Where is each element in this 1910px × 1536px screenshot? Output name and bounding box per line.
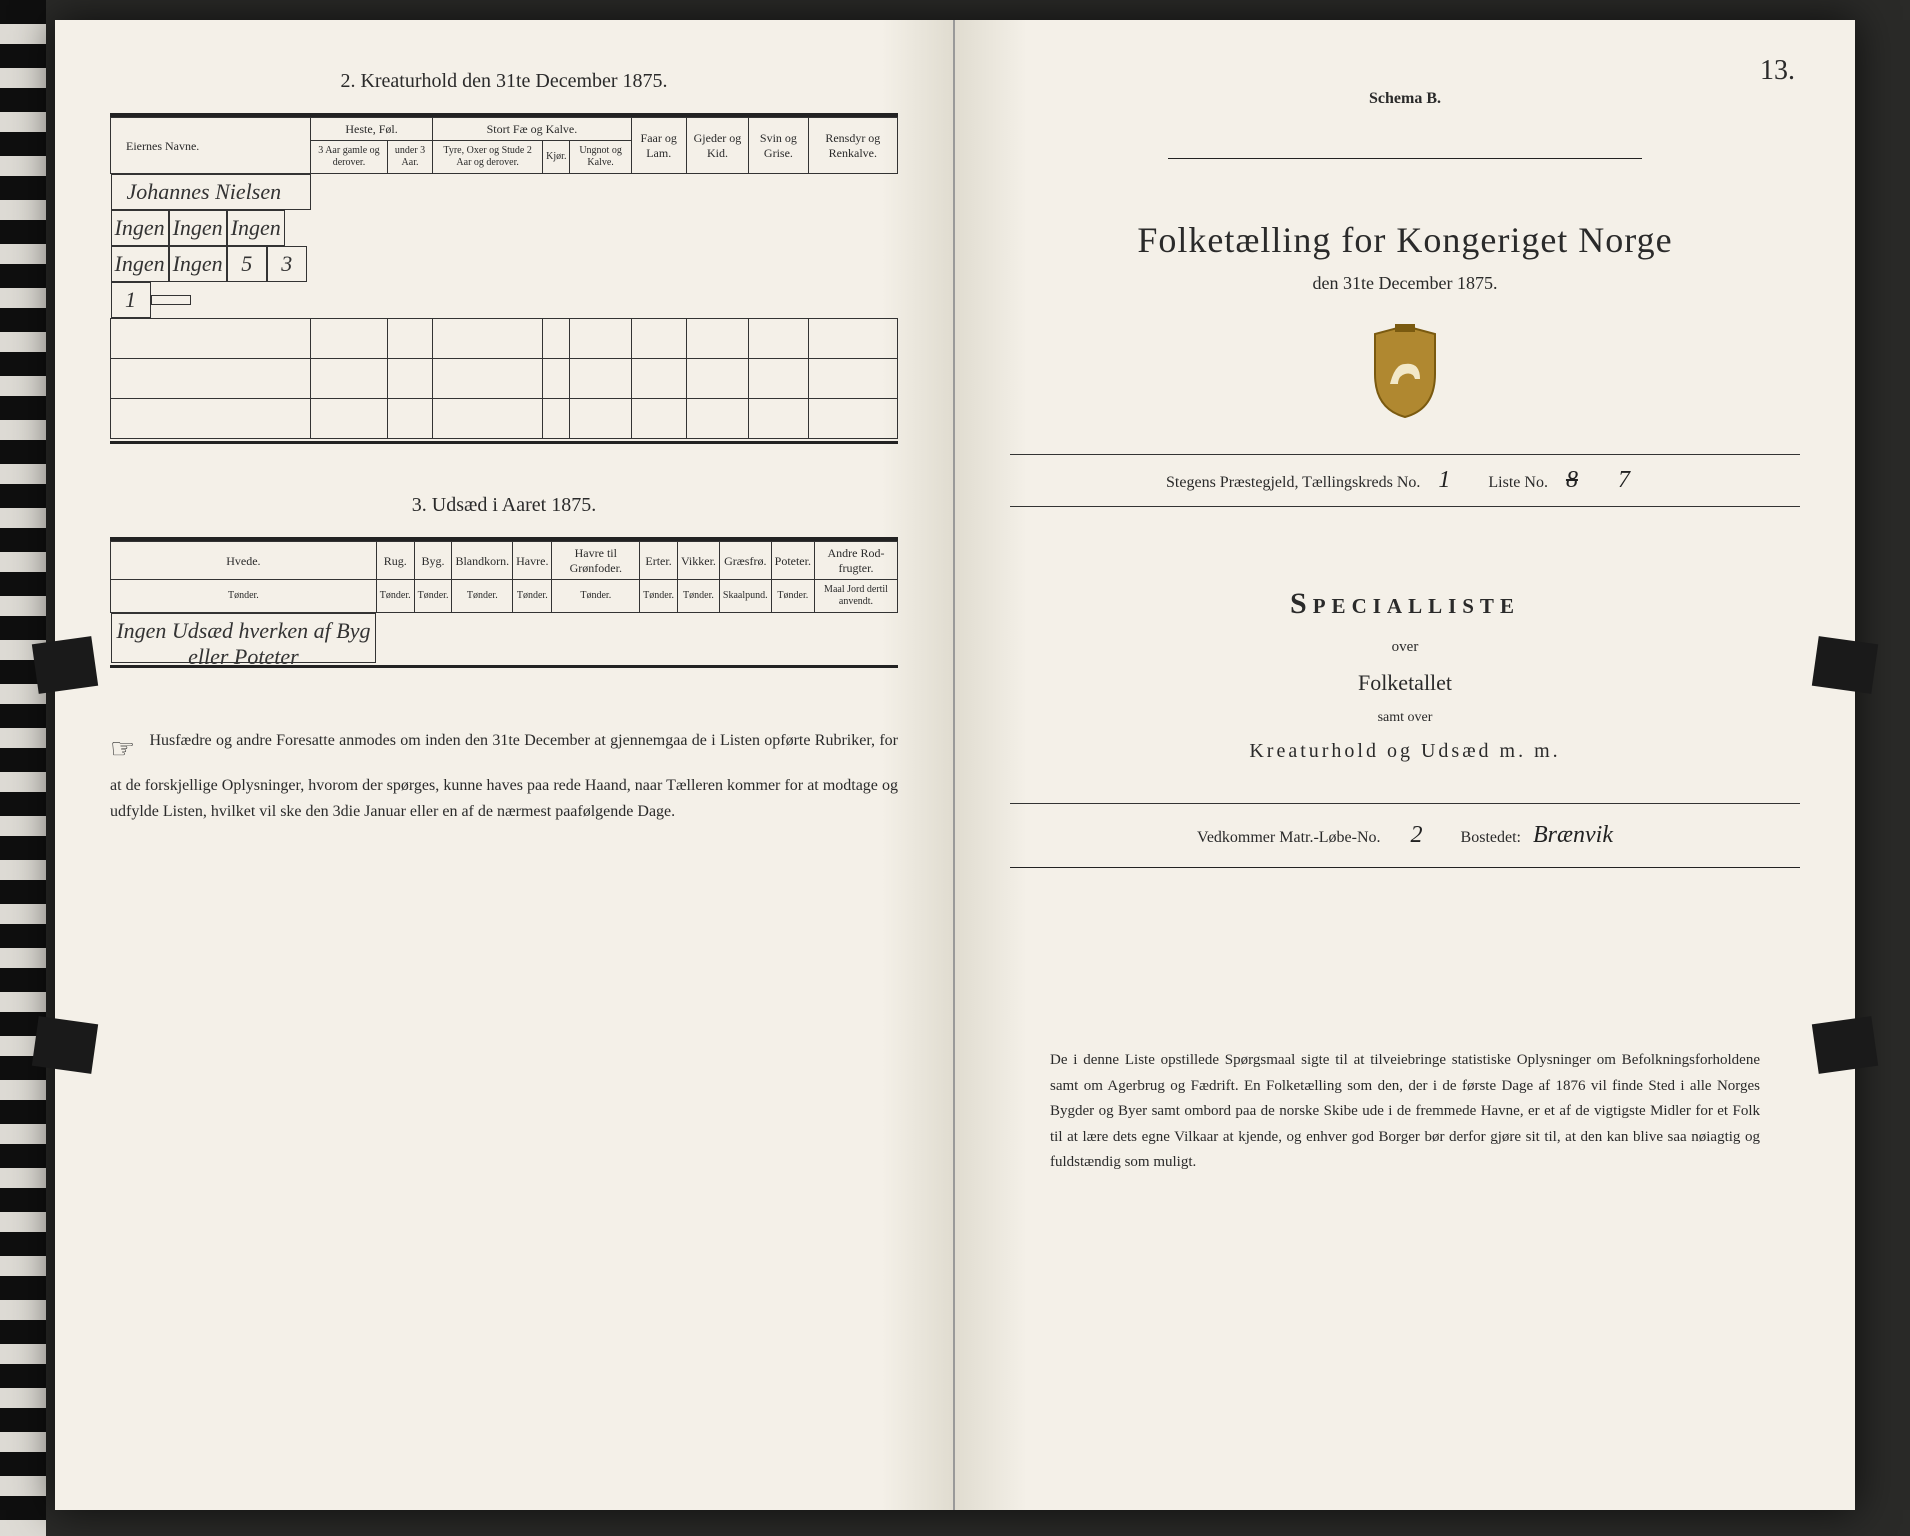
col-havre: Havre. bbox=[513, 542, 552, 580]
unit: Tønder. bbox=[677, 580, 719, 613]
rule bbox=[1168, 158, 1642, 159]
unit: Skaalpund. bbox=[719, 580, 771, 613]
table-row: Johannes Nielsen Ingen Ingen Ingen Ingen… bbox=[111, 174, 898, 319]
clip-icon bbox=[32, 636, 98, 694]
col-poteter: Poteter. bbox=[771, 542, 814, 580]
col-name: Eiernes Navne. bbox=[111, 118, 311, 174]
bosted: Brænvik bbox=[1533, 822, 1613, 849]
specialliste-heading: Specialliste bbox=[1010, 587, 1800, 621]
vedk-label1: Vedkommer Matr.-Løbe-No. bbox=[1197, 829, 1381, 846]
unit: Tønder. bbox=[771, 580, 814, 613]
samt-label: samt over bbox=[1010, 710, 1800, 726]
pointing-hand-icon: ☞ bbox=[110, 728, 135, 773]
unit: Tønder. bbox=[513, 580, 552, 613]
cell-name: Johannes Nielsen bbox=[111, 174, 311, 210]
viewer-background: 2. Kreaturhold den 31te December 1875. E… bbox=[0, 0, 1910, 1536]
col-stort-a: Tyre, Oxer og Stude 2 Aar og derover. bbox=[433, 141, 543, 174]
clip-icon bbox=[1812, 636, 1878, 694]
col-stort: Stort Fæ og Kalve. bbox=[433, 118, 632, 141]
vedk-label2: Bostedet: bbox=[1461, 829, 1521, 846]
film-edge bbox=[0, 0, 46, 1536]
col-svin: Svin og Grise. bbox=[749, 118, 808, 174]
folketallet-label: Folketallet bbox=[1010, 670, 1800, 696]
col-andre: Andre Rod-frugter. bbox=[814, 542, 897, 580]
col-gjeder: Gjeder og Kid. bbox=[686, 118, 749, 174]
col-stort-c: Ungnot og Kalve. bbox=[570, 141, 631, 174]
unit: Tønder. bbox=[376, 580, 414, 613]
notice-text: Husfædre og andre Foresatte anmodes om i… bbox=[110, 732, 898, 819]
cell: 5 bbox=[227, 246, 267, 282]
table-row-empty bbox=[111, 359, 898, 399]
col-heste-b: under 3 Aar. bbox=[387, 141, 432, 174]
udsaed-table: Hvede. Rug. Byg. Blandkorn. Havre. Havre… bbox=[110, 541, 898, 663]
page-number: 13. bbox=[1760, 55, 1795, 87]
cell: 1 bbox=[111, 282, 151, 318]
clip-icon bbox=[32, 1016, 98, 1074]
census-subtitle: den 31te December 1875. bbox=[1010, 273, 1800, 294]
kreatur-label: Kreaturhold og Udsæd m. m. bbox=[1010, 740, 1800, 763]
section2-title: 2. Kreaturhold den 31te December 1875. bbox=[110, 70, 898, 93]
unit: Maal Jord dertil anvendt. bbox=[814, 580, 897, 613]
unit: Tønder. bbox=[552, 580, 640, 613]
col-rensdyr: Rensdyr og Renkalve. bbox=[808, 118, 897, 174]
clip-icon bbox=[1812, 1016, 1878, 1074]
cell: Ingen bbox=[111, 246, 169, 282]
bottom-paragraph: De i denne Liste opstillede Spørgsmaal s… bbox=[1050, 1048, 1760, 1176]
cell: 3 bbox=[267, 246, 307, 282]
col-blandkorn: Blandkorn. bbox=[452, 542, 513, 580]
schema-label: Schema B. bbox=[1010, 90, 1800, 108]
table-row-empty bbox=[111, 399, 898, 439]
vedkommer-line: Vedkommer Matr.-Løbe-No. 2 Bostedet: Bræ… bbox=[1010, 803, 1800, 849]
col-stort-b: Kjør. bbox=[543, 141, 570, 174]
cell bbox=[151, 295, 191, 305]
col-byg: Byg. bbox=[414, 542, 452, 580]
book-spread: 2. Kreaturhold den 31te December 1875. E… bbox=[55, 20, 1855, 1510]
cell: Ingen bbox=[169, 210, 227, 246]
col-heste: Heste, Føl. bbox=[311, 118, 433, 141]
matr-no: 2 bbox=[1397, 822, 1437, 849]
cell: Ingen bbox=[227, 210, 285, 246]
table-row: Ingen Udsæd hverken af Byg eller Poteter bbox=[111, 613, 898, 664]
cell: Ingen bbox=[111, 210, 169, 246]
col-graesfro: Græsfrø. bbox=[719, 542, 771, 580]
kreds-no: 1 bbox=[1424, 467, 1464, 494]
rule bbox=[110, 441, 898, 444]
section3-title: 3. Udsæd i Aaret 1875. bbox=[110, 494, 898, 517]
col-faar: Faar og Lam. bbox=[631, 118, 686, 174]
col-erter: Erter. bbox=[640, 542, 678, 580]
liste-no: 7 bbox=[1604, 467, 1644, 494]
unit: Tønder. bbox=[414, 580, 452, 613]
right-page: 13. Schema B. Folketælling for Kongerige… bbox=[955, 20, 1855, 1510]
coat-of-arms-icon bbox=[1010, 324, 1800, 424]
unit: Tønder. bbox=[111, 580, 377, 613]
kreaturhold-table: Eiernes Navne. Heste, Føl. Stort Fæ og K… bbox=[110, 117, 898, 439]
col-vikker: Vikker. bbox=[677, 542, 719, 580]
cell: Ingen bbox=[169, 246, 227, 282]
over-label: over bbox=[1010, 639, 1800, 656]
unit: Tønder. bbox=[452, 580, 513, 613]
notice-paragraph: ☞ Husfædre og andre Foresatte anmodes om… bbox=[110, 728, 898, 824]
rule bbox=[1010, 867, 1800, 868]
liste-no-struck: 8 bbox=[1552, 467, 1592, 494]
liste-label: Liste No. bbox=[1488, 474, 1548, 491]
table-row-empty bbox=[111, 319, 898, 359]
col-heste-a: 3 Aar gamle og derover. bbox=[311, 141, 388, 174]
col-rug: Rug. bbox=[376, 542, 414, 580]
left-page: 2. Kreaturhold den 31te December 1875. E… bbox=[55, 20, 955, 1510]
unit: Tønder. bbox=[640, 580, 678, 613]
col-havregron: Havre til Grønfoder. bbox=[552, 542, 640, 580]
col-hvede: Hvede. bbox=[111, 542, 377, 580]
meta-line: Stegens Præstegjeld, Tællingskreds No. 1… bbox=[1010, 454, 1800, 507]
prestegjeld-label: Stegens Præstegjeld, Tællingskreds No. bbox=[1166, 474, 1420, 491]
census-title: Folketælling for Kongeriget Norge bbox=[1010, 219, 1800, 261]
udsaed-text: Ingen Udsæd hverken af Byg eller Poteter bbox=[111, 613, 377, 663]
